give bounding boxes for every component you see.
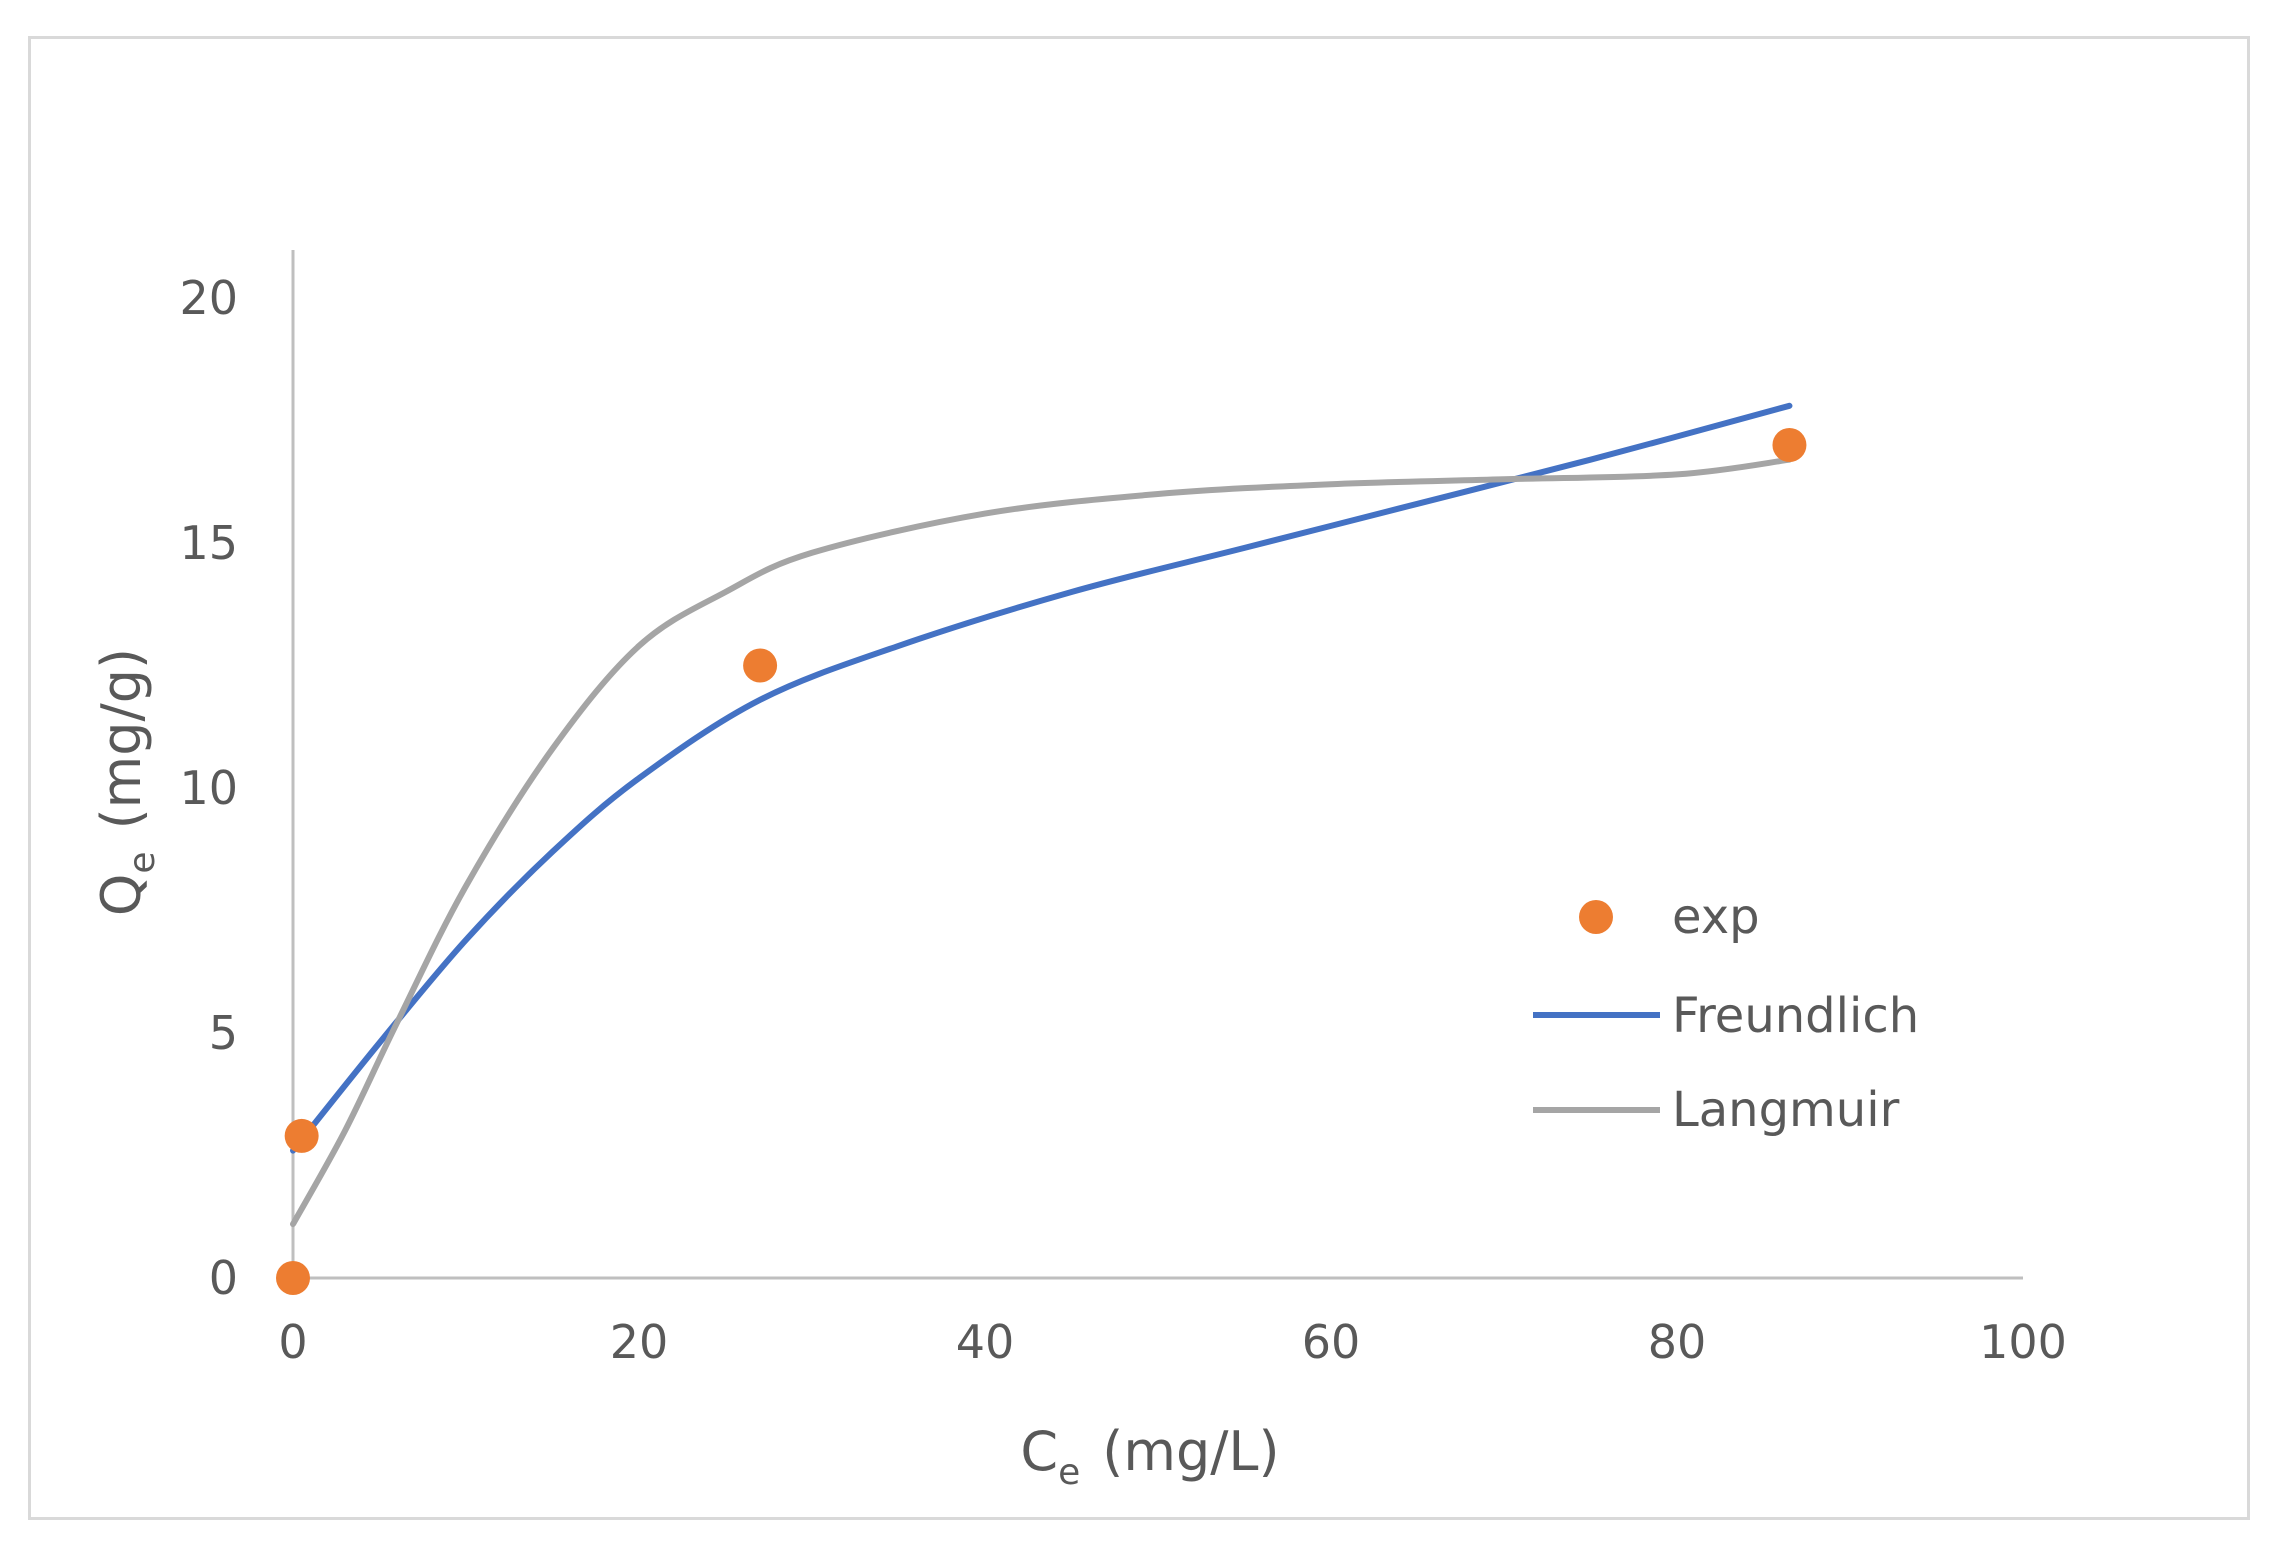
x-tick-label: 80 — [1648, 1315, 1707, 1369]
x-axis-title: Ce (mg/L) — [1020, 1420, 1279, 1493]
y-tick-label: 15 — [179, 516, 238, 570]
x-tick-label: 0 — [278, 1315, 307, 1369]
x-tick-label: 100 — [1979, 1315, 2067, 1369]
data-point-exp — [743, 648, 778, 683]
legend-label-freundlich: Freundlich — [1672, 988, 1919, 1044]
data-point-exp — [284, 1118, 319, 1153]
series-line-freundlich — [290, 402, 1793, 1154]
y-tick-label: 5 — [209, 1006, 238, 1060]
series-line-langmuir — [290, 456, 1793, 1228]
tick-labels: 0 20 40 60 80 100 0 5 10 15 20 — [179, 271, 2066, 1369]
legend-marker-exp — [1579, 900, 1613, 934]
y-tick-label: 0 — [209, 1251, 238, 1305]
data-point-exp — [1772, 428, 1807, 462]
x-tick-label: 40 — [956, 1315, 1015, 1369]
y-axis-title: Qe(mg/g) — [90, 648, 163, 916]
axes — [291, 250, 2023, 1280]
series-layer — [276, 402, 1807, 1295]
data-point-exp — [276, 1261, 310, 1295]
y-tick-label: 20 — [179, 271, 238, 325]
legend: exp Freundlich Langmuir — [1533, 889, 1919, 1138]
x-tick-label: 60 — [1302, 1315, 1361, 1369]
legend-label-exp: exp — [1672, 889, 1760, 945]
chart-frame — [28, 36, 2250, 1520]
legend-label-langmuir: Langmuir — [1672, 1082, 1900, 1138]
x-tick-label: 20 — [610, 1315, 669, 1369]
y-tick-label: 10 — [179, 761, 238, 815]
